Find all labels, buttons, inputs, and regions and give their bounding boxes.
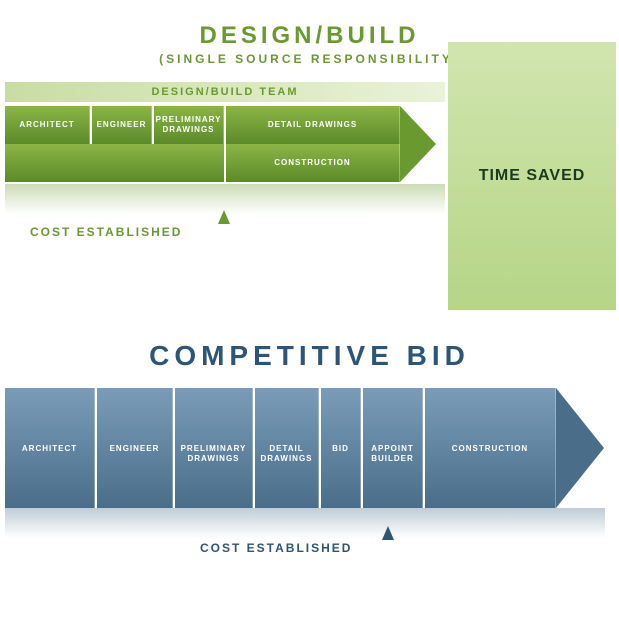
- team-bar-label: DESIGN/BUILD TEAM: [151, 86, 298, 98]
- competitive-bid-title: COMPETITIVE BID: [0, 340, 619, 372]
- phase-box: APPOINT BUILDER: [363, 388, 423, 508]
- phase-box: ARCHITECT: [5, 106, 90, 144]
- phase-box: DETAIL DRAWINGS: [255, 388, 319, 508]
- phase-fill: [5, 144, 224, 182]
- cb-arrow-head: [556, 388, 604, 508]
- cb-reflection: [5, 508, 605, 538]
- phase-box: PRELIMINARY DRAWINGS: [175, 388, 253, 508]
- phase-box: PRELIMINARY DRAWINGS: [154, 106, 224, 144]
- phase-box: CONSTRUCTION: [425, 388, 556, 508]
- db-cost-arrow-icon: [218, 210, 230, 224]
- db-arrow-head: [400, 106, 436, 182]
- db-cost-label: COST ESTABLISHED: [30, 225, 182, 239]
- team-bar: DESIGN/BUILD TEAM: [5, 82, 445, 102]
- phase-box: ENGINEER: [97, 388, 173, 508]
- cb-cost-arrow-icon: [382, 526, 394, 540]
- cb-cost-text: COST ESTABLISHED: [200, 541, 352, 555]
- phase-box: ENGINEER: [92, 106, 152, 144]
- phase-box: BID: [321, 388, 361, 508]
- cb-cost-label: COST ESTABLISHED: [200, 541, 352, 555]
- phase-box: CONSTRUCTION: [226, 144, 400, 182]
- phase-box: ARCHITECT: [5, 388, 95, 508]
- time-saved-box: TIME SAVED: [448, 42, 616, 310]
- db-cost-text: COST ESTABLISHED: [30, 225, 182, 239]
- competitive-bid-section: COMPETITIVE BID: [0, 340, 619, 372]
- phase-box: DETAIL DRAWINGS: [226, 106, 400, 144]
